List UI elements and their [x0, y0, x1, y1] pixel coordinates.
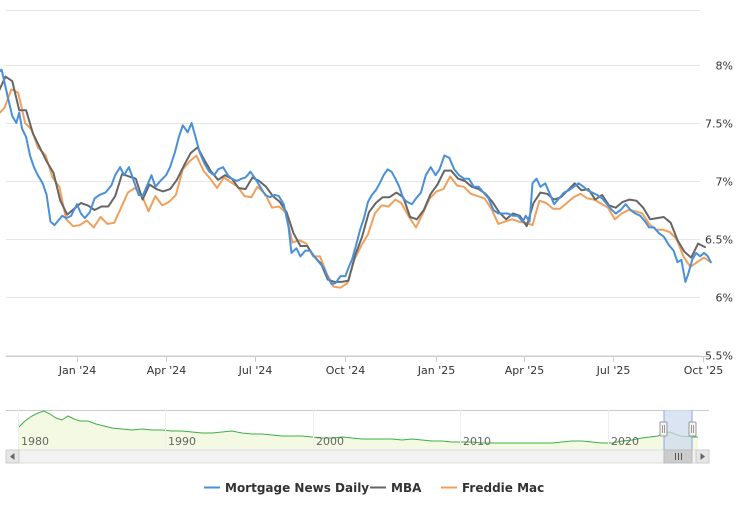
scrollbar-track[interactable]	[5, 449, 710, 464]
y-tick-label: 5.5%	[705, 350, 733, 363]
x-tick-label: Jul '24	[238, 364, 273, 377]
navigator-handle-left[interactable]	[659, 421, 668, 437]
navigator-series-line	[17, 410, 698, 444]
series-line-mortgage-news-daily[interactable]	[0, 63, 712, 286]
chevron-right-icon	[700, 453, 705, 460]
legend-label: MBA	[391, 481, 422, 495]
scrollbar-thumb[interactable]	[663, 449, 693, 464]
navigator-series-area	[18, 411, 698, 450]
x-tick-label: Oct '24	[326, 364, 366, 377]
plot-area[interactable]	[0, 63, 712, 289]
x-tick-label: Oct '25	[684, 364, 724, 377]
x-tick-label: Jan '24	[58, 364, 96, 377]
grip-icon	[675, 453, 682, 460]
y-tick-label: 6%	[716, 292, 733, 305]
y-axis: 8% 7.5% 7% 6.5% 6% 5.5%	[705, 60, 733, 363]
y-tick-label: 6.5%	[705, 234, 733, 247]
navigator-tick-label: 1980	[21, 435, 49, 448]
legend-item-freddie-mac[interactable]: Freddie Mac	[441, 481, 544, 495]
x-tick-label: Jul '25	[596, 364, 631, 377]
series-line-mba[interactable]	[0, 75, 706, 283]
y-tick-label: 8%	[716, 60, 733, 73]
navigator-tick-label: 2020	[611, 435, 639, 448]
x-tick-label: Apr '25	[505, 364, 545, 377]
scrollbar[interactable]	[5, 449, 710, 464]
y-tick-label: 7%	[716, 176, 733, 189]
navigator-tick-label: 2000	[316, 435, 344, 448]
legend-label: Mortgage News Daily	[225, 481, 369, 495]
legend-item-mortgage-news-daily[interactable]: Mortgage News Daily	[204, 481, 369, 495]
navigator-x-axis: 1980 1990 2000 2010 2020	[18, 410, 639, 450]
x-tick-label: Apr '24	[147, 364, 187, 377]
scrollbar-left-button[interactable]	[5, 449, 20, 464]
navigator[interactable]: 1980 1990 2000 2010 2020	[6, 410, 709, 450]
grid-lines	[6, 10, 700, 356]
series-line-freddie-mac[interactable]	[0, 88, 712, 289]
chevron-left-icon	[10, 453, 15, 460]
scrollbar-right-button[interactable]	[695, 449, 710, 464]
navigator-tick-label: 1990	[168, 435, 196, 448]
y-tick-label: 7.5%	[705, 118, 733, 131]
legend-item-mba[interactable]: MBA	[370, 481, 422, 495]
navigator-tick-label: 2010	[463, 435, 491, 448]
navigator-handle-right[interactable]	[688, 421, 697, 437]
x-tick-label: Jan '25	[417, 364, 455, 377]
navigator-selected-range[interactable]	[664, 410, 692, 450]
x-axis: Jan '24 Apr '24 Jul '24 Oct '24 Jan '25 Apr '…	[6, 356, 723, 377]
legend: Mortgage News Daily MBA Freddie Mac	[204, 481, 544, 495]
legend-label: Freddie Mac	[462, 481, 544, 495]
